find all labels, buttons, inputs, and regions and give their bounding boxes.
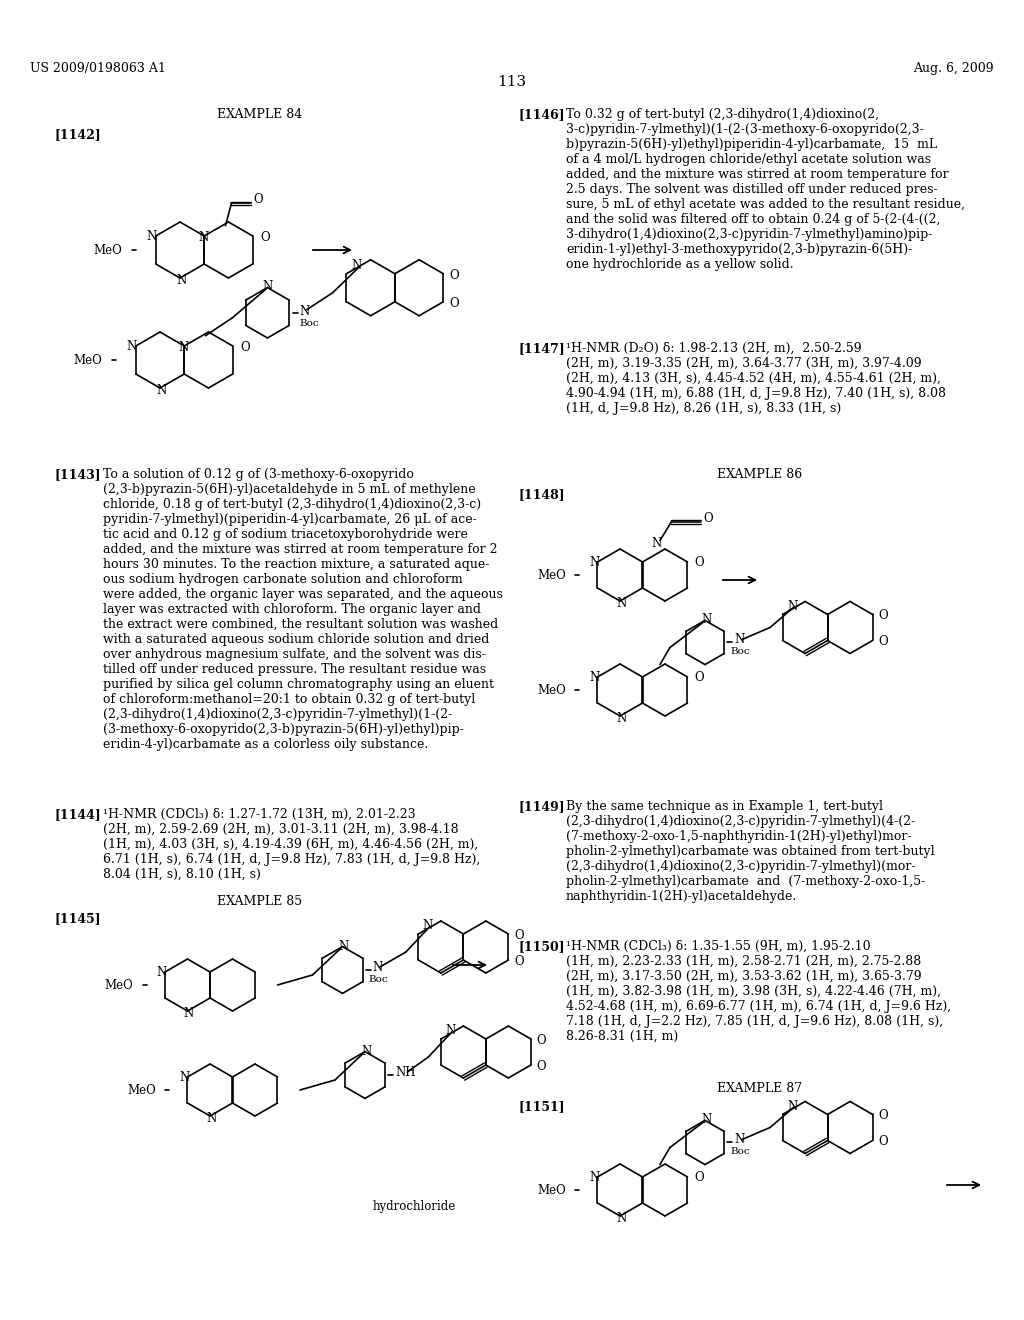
Text: N: N [157, 966, 167, 979]
Text: EXAMPLE 87: EXAMPLE 87 [718, 1082, 803, 1096]
Text: N: N [300, 305, 310, 318]
Text: O: O [703, 512, 713, 525]
Text: MeO: MeO [537, 569, 566, 582]
Text: N: N [360, 1044, 372, 1057]
Text: O: O [241, 341, 250, 354]
Text: O: O [878, 635, 888, 648]
Text: O: O [878, 610, 888, 623]
Text: To a solution of 0.12 g of (3-methoxy-6-oxopyrido
(2,3-b)pyrazin-5(6H)-yl)acetal: To a solution of 0.12 g of (3-methoxy-6-… [103, 469, 503, 751]
Text: [1150]: [1150] [518, 940, 564, 953]
Text: N: N [179, 1071, 189, 1084]
Text: O: O [694, 671, 703, 684]
Text: N: N [651, 537, 662, 550]
Text: O: O [514, 954, 523, 968]
Text: N: N [423, 920, 433, 932]
Text: N: N [146, 230, 157, 243]
Text: [1151]: [1151] [518, 1100, 564, 1113]
Text: Aug. 6, 2009: Aug. 6, 2009 [913, 62, 994, 75]
Text: N: N [589, 556, 599, 569]
Text: N: N [445, 1024, 456, 1038]
Text: [1147]: [1147] [518, 342, 565, 355]
Text: EXAMPLE 84: EXAMPLE 84 [217, 108, 303, 121]
Text: 113: 113 [498, 75, 526, 88]
Text: MeO: MeO [127, 1084, 156, 1097]
Text: [1145]: [1145] [55, 912, 101, 925]
Text: N: N [589, 1171, 599, 1184]
Text: ¹H-NMR (D₂O) δ: 1.98-2.13 (2H, m),  2.50-2.59
(2H, m), 3.19-3.35 (2H, m), 3.64-3: ¹H-NMR (D₂O) δ: 1.98-2.13 (2H, m), 2.50-… [566, 342, 946, 414]
Text: N: N [616, 597, 627, 610]
Text: O: O [260, 231, 270, 244]
Text: N: N [126, 341, 136, 352]
Text: N: N [199, 231, 209, 244]
Text: O: O [537, 1060, 546, 1073]
Text: EXAMPLE 85: EXAMPLE 85 [217, 895, 302, 908]
Text: N: N [178, 341, 188, 354]
Text: MeO: MeO [74, 354, 102, 367]
Text: EXAMPLE 86: EXAMPLE 86 [718, 469, 803, 480]
Text: N: N [616, 1212, 627, 1225]
Text: [1149]: [1149] [518, 800, 564, 813]
Text: By the same technique as in Example 1, tert-butyl
(2,3-dihydro(1,4)dioxino(2,3-c: By the same technique as in Example 1, t… [566, 800, 935, 903]
Text: [1148]: [1148] [518, 488, 564, 502]
Text: [1144]: [1144] [55, 808, 101, 821]
Text: N: N [734, 1134, 744, 1147]
Text: MeO: MeO [104, 979, 133, 993]
Text: N: N [616, 711, 627, 725]
Text: O: O [450, 297, 459, 310]
Text: ¹H-NMR (CDCl₃) δ: 1.27-1.72 (13H, m), 2.01-2.23
(2H, m), 2.59-2.69 (2H, m), 3.01: ¹H-NMR (CDCl₃) δ: 1.27-1.72 (13H, m), 2.… [103, 808, 480, 880]
Text: N: N [701, 614, 712, 627]
Text: [1142]: [1142] [55, 128, 101, 141]
Text: O: O [514, 929, 523, 942]
Text: N: N [373, 961, 383, 974]
Text: N: N [156, 384, 166, 397]
Text: NH: NH [395, 1067, 416, 1078]
Text: Boc: Boc [369, 975, 388, 983]
Text: N: N [262, 280, 272, 293]
Text: N: N [206, 1111, 216, 1125]
Text: ¹H-NMR (CDCl₃) δ: 1.35-1.55 (9H, m), 1.95-2.10
(1H, m), 2.23-2.33 (1H, m), 2.58-: ¹H-NMR (CDCl₃) δ: 1.35-1.55 (9H, m), 1.9… [566, 940, 951, 1043]
Text: N: N [787, 1100, 798, 1113]
Text: US 2009/0198063 A1: US 2009/0198063 A1 [30, 62, 166, 75]
Text: Boc: Boc [300, 318, 319, 327]
Text: N: N [787, 601, 798, 612]
Text: N: N [339, 940, 349, 953]
Text: O: O [694, 1171, 703, 1184]
Text: N: N [183, 1007, 194, 1020]
Text: MeO: MeO [93, 244, 122, 257]
Text: [1143]: [1143] [55, 469, 101, 480]
Text: hydrochloride: hydrochloride [373, 1200, 456, 1213]
Text: N: N [734, 634, 744, 647]
Text: To 0.32 g of tert-butyl (2,3-dihydro(1,4)dioxino(2,
3-c)pyridin-7-ylmethyl)(1-(2: To 0.32 g of tert-butyl (2,3-dihydro(1,4… [566, 108, 965, 271]
Text: O: O [253, 193, 263, 206]
Text: N: N [351, 259, 361, 272]
Text: Boc: Boc [730, 648, 750, 656]
Text: N: N [176, 275, 186, 286]
Text: [1146]: [1146] [518, 108, 564, 121]
Text: O: O [537, 1034, 546, 1047]
Text: O: O [450, 269, 459, 281]
Text: N: N [701, 1113, 712, 1126]
Text: O: O [694, 556, 703, 569]
Text: N: N [589, 671, 599, 684]
Text: MeO: MeO [537, 1184, 566, 1197]
Text: O: O [878, 1135, 888, 1148]
Text: O: O [878, 1110, 888, 1122]
Text: MeO: MeO [537, 684, 566, 697]
Text: Boc: Boc [730, 1147, 750, 1156]
